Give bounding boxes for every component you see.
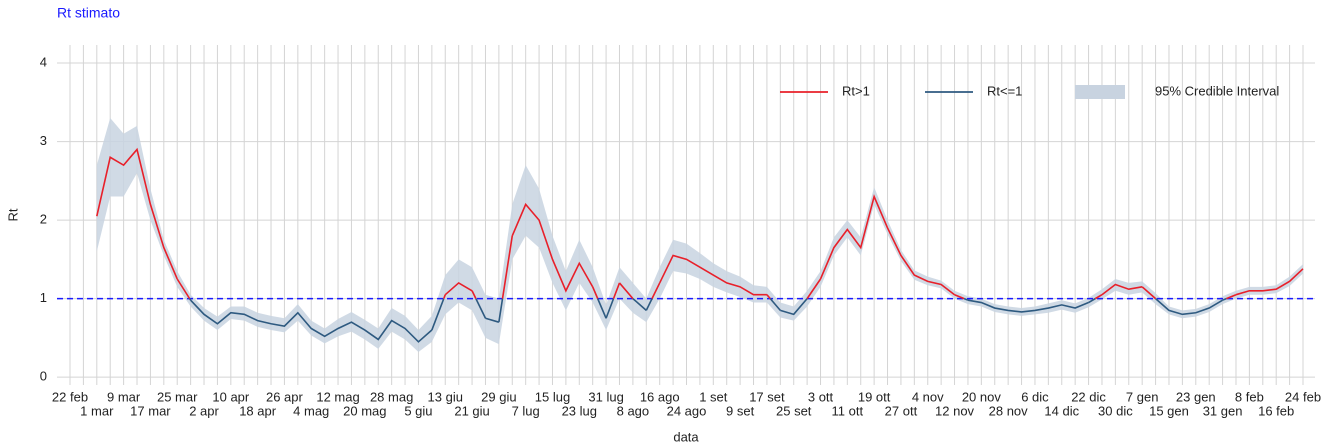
x-tick-label: 21 giu bbox=[454, 403, 489, 418]
rt-connector bbox=[176, 278, 191, 300]
x-tick-label: 18 apr bbox=[239, 403, 277, 418]
x-tick-label: 29 giu bbox=[481, 389, 516, 404]
rt-connector bbox=[1088, 297, 1096, 304]
x-tick-label: 15 gen bbox=[1149, 403, 1189, 418]
rt-connector bbox=[766, 294, 771, 300]
x-tick-label: 30 dic bbox=[1098, 403, 1133, 418]
x-tick-label: 6 dic bbox=[1021, 389, 1049, 404]
rt-line bbox=[190, 298, 1223, 343]
y-axis-label: Rt bbox=[5, 208, 20, 221]
rt-connector bbox=[591, 286, 599, 299]
x-tick-label: 16 feb bbox=[1258, 403, 1294, 418]
rt-connector bbox=[1141, 286, 1157, 300]
x-tick-label: 9 mar bbox=[107, 389, 141, 404]
x-tick-label: 25 set bbox=[776, 403, 812, 418]
x-tick-label: 20 mag bbox=[343, 403, 386, 418]
y-tick-label: 2 bbox=[40, 212, 47, 227]
rt-connector bbox=[501, 235, 514, 299]
x-tick-label: 7 gen bbox=[1126, 389, 1159, 404]
rt-connector bbox=[443, 294, 447, 299]
rt-connector bbox=[612, 282, 621, 299]
rt-connector bbox=[769, 298, 781, 311]
x-tick-label: 23 gen bbox=[1176, 389, 1216, 404]
rt-connector bbox=[1222, 297, 1227, 301]
x-tick-label: 20 nov bbox=[962, 389, 1002, 404]
x-tick-label: 31 lug bbox=[588, 389, 623, 404]
legend-swatch bbox=[1075, 85, 1125, 99]
x-tick-label: 17 mar bbox=[130, 403, 171, 418]
x-tick-label: 28 nov bbox=[989, 403, 1029, 418]
x-tick-label: 2 apr bbox=[189, 403, 219, 418]
x-tick-label: 13 giu bbox=[428, 389, 463, 404]
credible-interval bbox=[96, 118, 1304, 353]
x-tick-label: 26 apr bbox=[266, 389, 304, 404]
x-tick-label: 28 mag bbox=[370, 389, 413, 404]
y-tick-label: 0 bbox=[40, 369, 47, 384]
x-tick-label: 23 lug bbox=[562, 403, 597, 418]
x-tick-label: 1 mar bbox=[80, 403, 114, 418]
x-tick-label: 25 mar bbox=[157, 389, 198, 404]
rt-connector bbox=[651, 282, 661, 299]
y-tick-label: 4 bbox=[40, 54, 47, 69]
rt-connector bbox=[475, 298, 487, 319]
x-tick-label: 8 ago bbox=[617, 403, 650, 418]
chart-title: Rt stimato bbox=[57, 5, 120, 21]
rt-connector bbox=[605, 298, 615, 319]
x-tick-label: 4 nov bbox=[912, 389, 944, 404]
x-tick-label: 24 ago bbox=[667, 403, 707, 418]
rt-connector bbox=[618, 282, 634, 300]
rt-connector bbox=[188, 298, 192, 301]
legend-label: 95% Credible Interval bbox=[1155, 83, 1279, 98]
rt-connector bbox=[963, 297, 969, 301]
x-tick-label: 31 gen bbox=[1203, 403, 1243, 418]
x-tick-label: 9 set bbox=[726, 403, 755, 418]
x-tick-label: 7 lug bbox=[512, 403, 540, 418]
x-tick-label: 15 lug bbox=[535, 389, 570, 404]
rt-connector bbox=[1094, 294, 1103, 300]
x-tick-label: 27 ott bbox=[885, 403, 918, 418]
rt-connector bbox=[954, 293, 965, 300]
x-tick-label: 12 mag bbox=[316, 389, 359, 404]
rt-connector bbox=[471, 290, 477, 299]
x-tick-label: 14 dic bbox=[1044, 403, 1079, 418]
x-tick-label: 1 set bbox=[699, 389, 728, 404]
x-tick-label: 22 dic bbox=[1071, 389, 1106, 404]
y-tick-label: 1 bbox=[40, 290, 47, 305]
rt-connector bbox=[596, 298, 607, 319]
x-tick-label: 4 mag bbox=[293, 403, 329, 418]
x-axis-label: data bbox=[673, 429, 699, 444]
y-tick-label: 3 bbox=[40, 133, 47, 148]
x-tick-label: 3 ott bbox=[808, 389, 834, 404]
x-tick-label: 11 ott bbox=[832, 403, 864, 418]
legend-label: Rt<=1 bbox=[987, 83, 1022, 98]
rt-connector bbox=[431, 298, 445, 331]
x-tick-label: 22 feb bbox=[52, 389, 88, 404]
x-tick-label: 12 nov bbox=[935, 403, 975, 418]
x-tick-label: 8 feb bbox=[1235, 389, 1264, 404]
rt-connector bbox=[1226, 293, 1237, 300]
rt-line bbox=[96, 147, 1304, 296]
rt-connector bbox=[806, 278, 822, 300]
x-tick-label: 19 ott bbox=[858, 389, 891, 404]
rt-connector bbox=[498, 298, 504, 323]
x-tick-label: 10 apr bbox=[212, 389, 250, 404]
rt-connector bbox=[645, 298, 653, 311]
x-tick-label: 24 feb bbox=[1285, 389, 1321, 404]
x-tick-label: 17 set bbox=[749, 389, 785, 404]
legend-label: Rt>1 bbox=[842, 83, 870, 98]
x-tick-label: 5 giu bbox=[404, 403, 432, 418]
x-tick-label: 16 ago bbox=[640, 389, 680, 404]
